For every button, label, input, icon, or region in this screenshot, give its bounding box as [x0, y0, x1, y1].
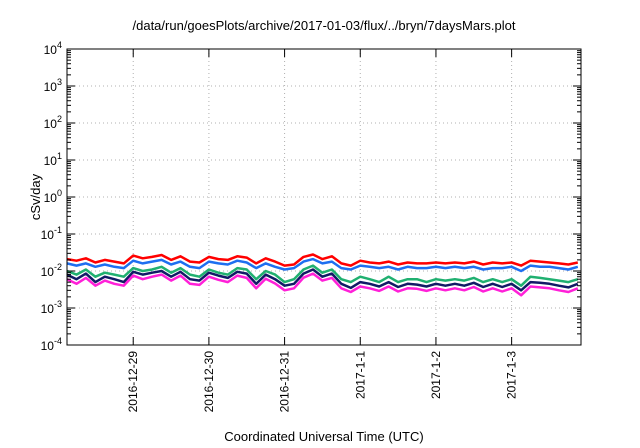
series-line-1: [66, 253, 579, 267]
y-tick-label: 103: [44, 77, 62, 94]
chart-title: /data/run/goesPlots/archive/2017-01-03/f…: [133, 18, 516, 33]
series-line-4: [66, 268, 579, 292]
x-tick-label: 2017-1-3: [505, 351, 519, 399]
y-tick-label: 102: [44, 114, 62, 131]
x-axis-label: Coordinated Universal Time (UTC): [224, 429, 423, 444]
y-tick-label: 10-3: [41, 299, 62, 316]
y-tick-label: 101: [44, 151, 62, 168]
y-axis-label: cSv/day: [28, 173, 43, 220]
series-group: [66, 253, 579, 297]
y-tick-label: 10-1: [41, 225, 62, 242]
y-tick-label: 10-4: [41, 336, 62, 353]
series-line-3: [66, 264, 579, 287]
x-tick-label: 2017-1-2: [429, 351, 443, 399]
y-tick-label: 100: [44, 188, 62, 205]
y-tick-label: 104: [44, 40, 62, 57]
x-axis: 2016-12-29 2016-12-30 2016-12-31 2017-1-1 20…: [126, 49, 519, 413]
x-tick-label: 2016-12-30: [202, 351, 216, 413]
x-tick-label: 2017-1-1: [353, 351, 367, 399]
y-tick-label: 10-2: [41, 262, 62, 279]
series-line-5: [66, 272, 579, 297]
x-tick-label: 2016-12-29: [126, 351, 140, 413]
series-line-2: [66, 257, 579, 273]
x-tick-label: 2016-12-31: [278, 351, 292, 413]
grid: [67, 49, 581, 345]
